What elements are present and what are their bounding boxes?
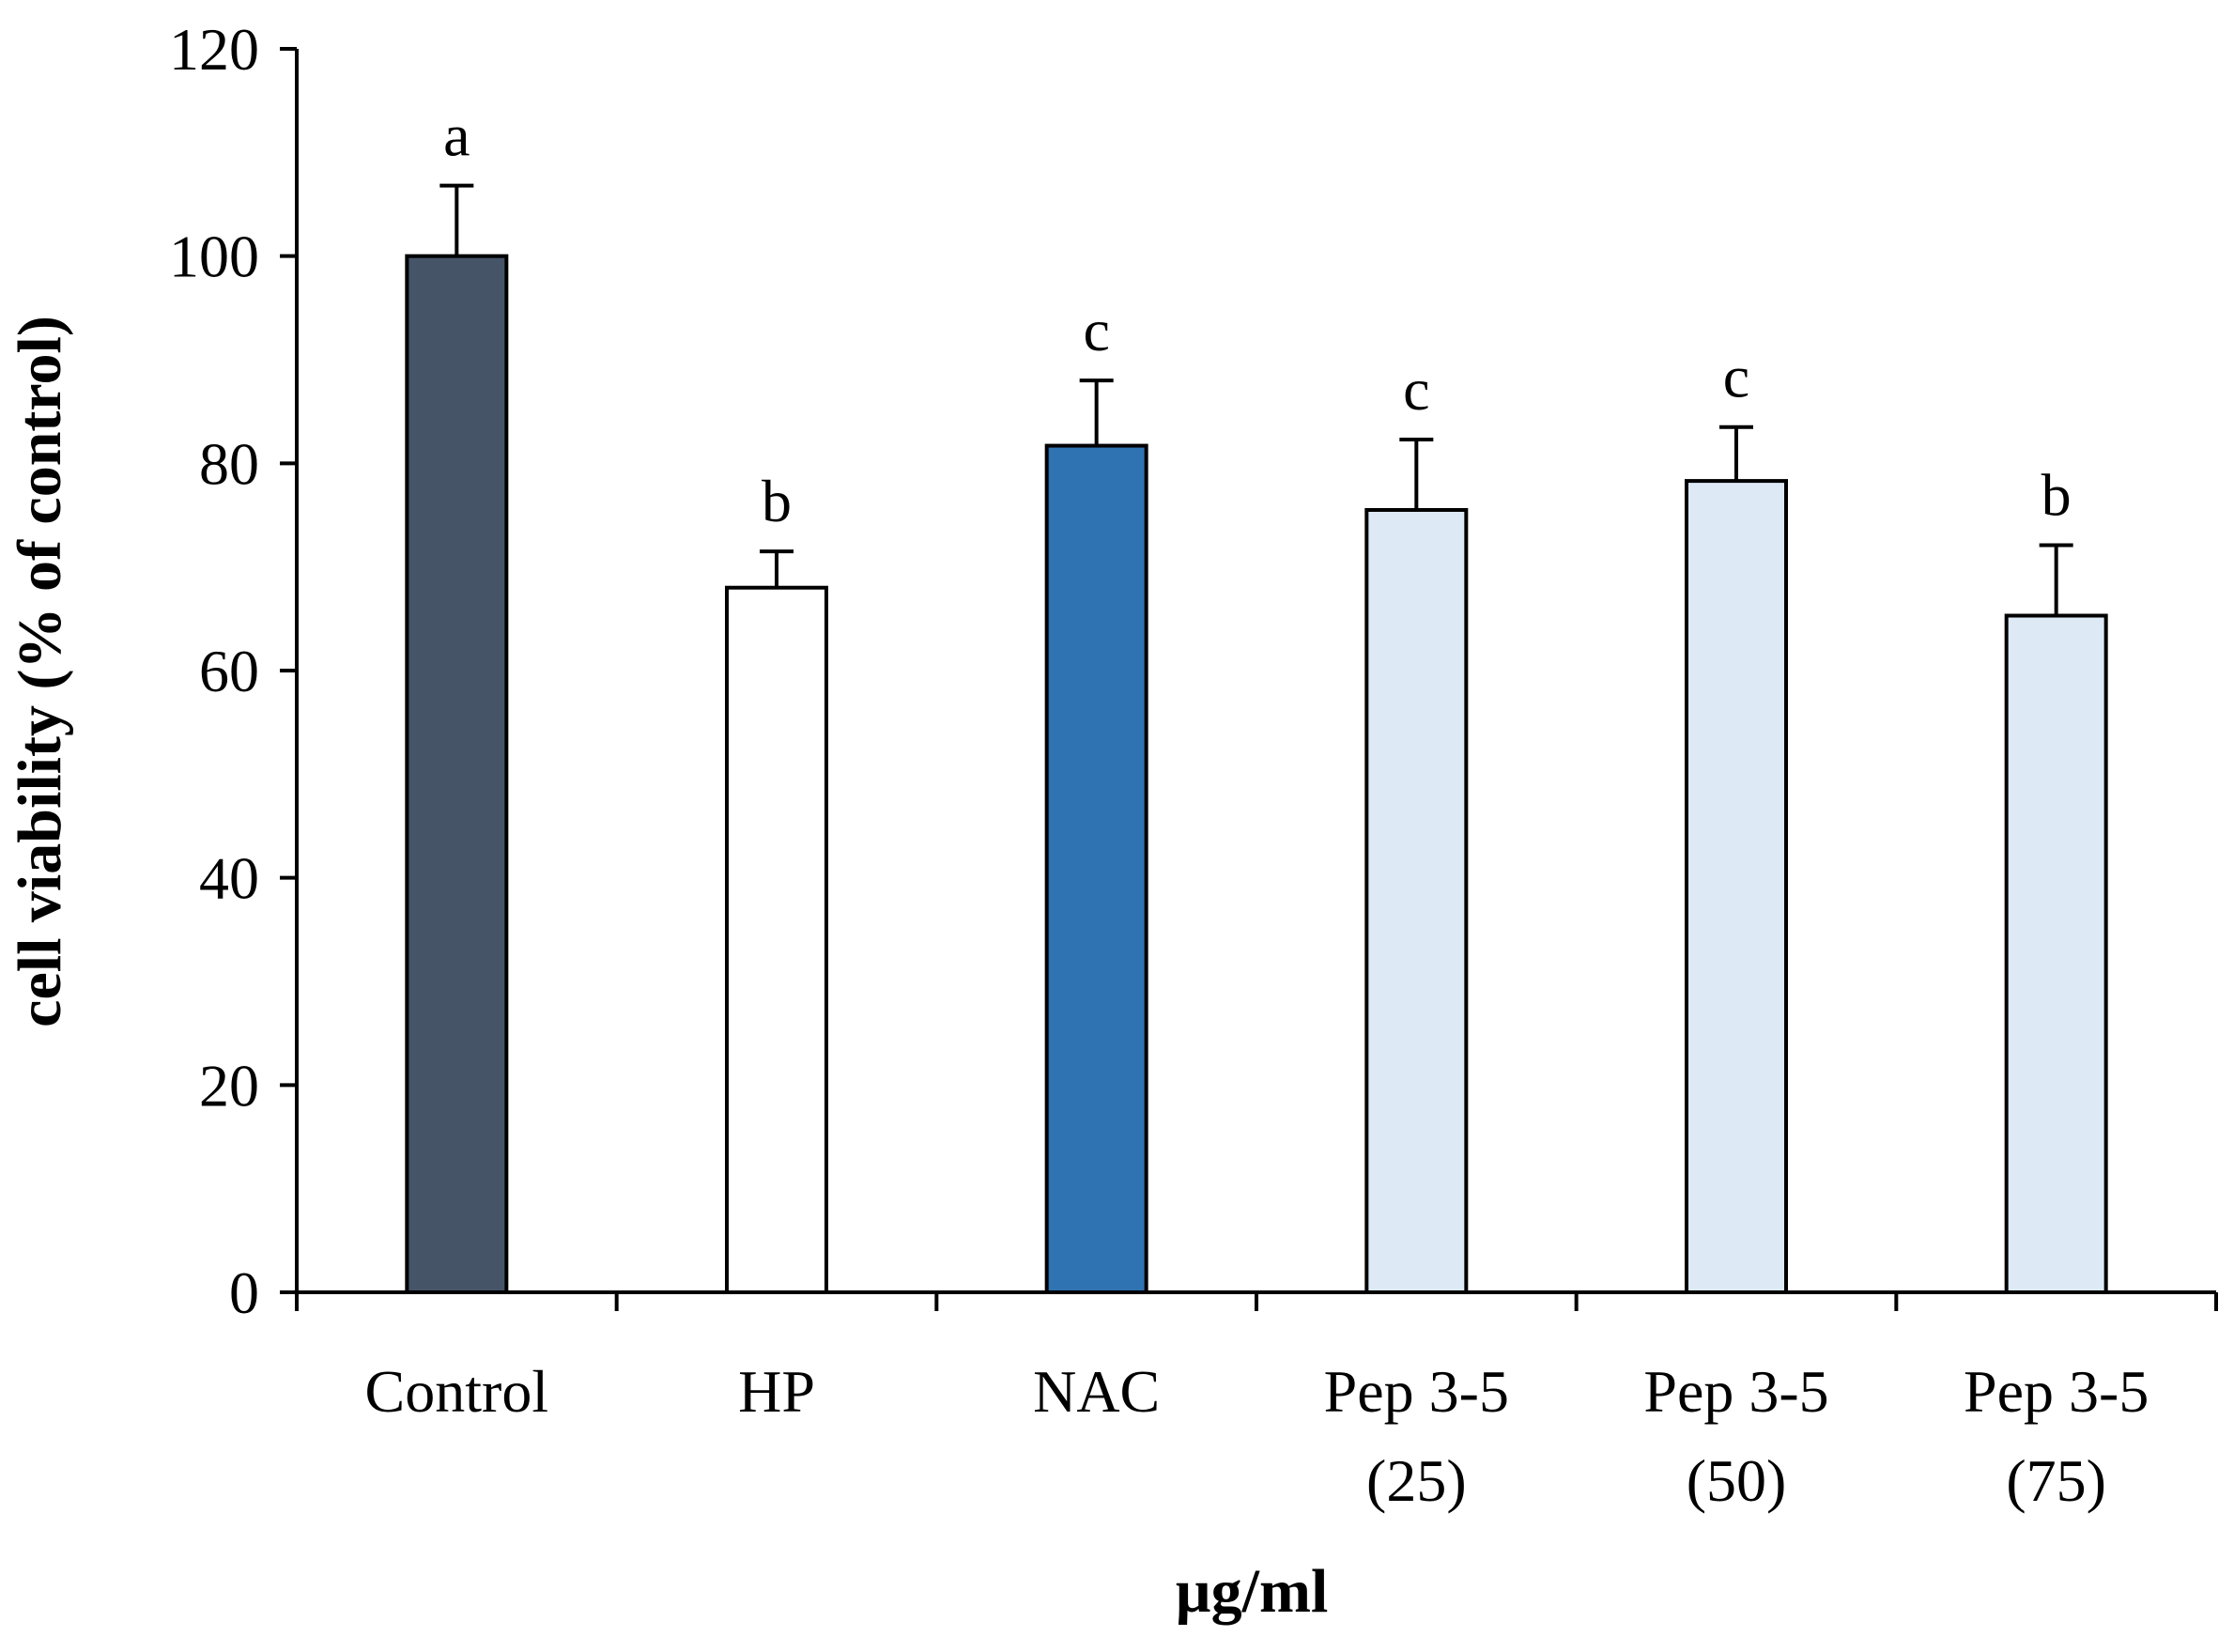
category-label-0: Control [365, 1358, 549, 1425]
bar-2 [1044, 443, 1148, 1294]
axes [295, 49, 2216, 1294]
category-label-4-line2: (50) [1687, 1447, 1787, 1514]
bars [405, 254, 2108, 1295]
y-axis-title: cell viability (% of control) [6, 316, 74, 1027]
y-tick-label-20: 20 [199, 1052, 259, 1119]
category-label-3-line2: (25) [1366, 1447, 1467, 1514]
bar-1 [725, 585, 828, 1294]
y-tick-label-120: 120 [169, 16, 259, 83]
category-label-5: Pep 3-5 [1964, 1358, 2149, 1425]
y-tick-label-60: 60 [199, 638, 259, 704]
bar-4 [1685, 479, 1788, 1294]
significance-letters: a b c c c b [443, 102, 2072, 534]
category-label-4: Pep 3-5 [1643, 1358, 1828, 1425]
x-axis-ticks [295, 1292, 2218, 1311]
y-tick-label-100: 100 [169, 224, 259, 290]
significance-label-0: a [443, 102, 470, 169]
bar-0 [405, 254, 509, 1295]
category-label-2: NAC [1033, 1358, 1160, 1425]
category-labels: Control HP NAC Pep 3-5 (25) Pep 3-5 (50) Pep 3-… [365, 1358, 2149, 1514]
category-label-1: HP [738, 1358, 815, 1425]
y-tick-label-0: 0 [229, 1259, 259, 1326]
y-tick-label-80: 80 [199, 430, 259, 497]
bar-3 [1364, 507, 1469, 1294]
x-axis-title: µg/ml [1176, 1557, 1329, 1626]
significance-label-1: b [762, 468, 792, 534]
significance-label-2: c [1083, 297, 1109, 363]
y-axis-ticks: 0 20 40 60 80 100 120 [169, 16, 297, 1326]
category-label-3: Pep 3-5 [1324, 1358, 1509, 1425]
y-tick-label-40: 40 [199, 845, 259, 912]
significance-label-3: c [1403, 356, 1429, 423]
significance-label-4: c [1723, 344, 1749, 410]
bar-5 [2004, 613, 2108, 1294]
error-bars [439, 183, 2073, 616]
category-label-5-line2: (75) [2006, 1447, 2106, 1514]
significance-label-5: b [2041, 461, 2072, 528]
